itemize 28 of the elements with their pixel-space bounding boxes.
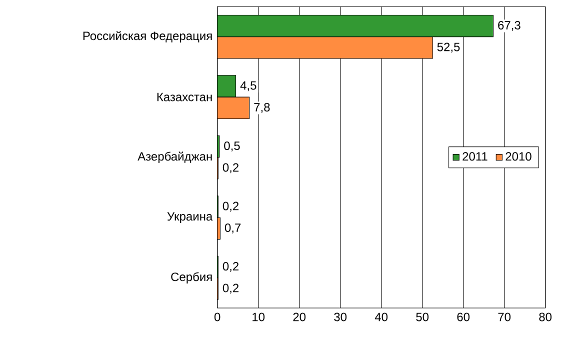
y-tick-label: Азербайджан — [138, 152, 212, 164]
data-label: 0,2 — [222, 262, 238, 272]
x-tick-label: 80 — [539, 312, 552, 322]
x-tick-label: 0 — [214, 312, 220, 322]
y-tick-label: Сербия — [171, 272, 212, 284]
legend-label: 2010 — [506, 152, 532, 161]
bar — [217, 96, 250, 120]
bar — [217, 36, 433, 59]
data-label: 4,5 — [240, 81, 256, 92]
y-tick-label: Казахстан — [157, 92, 212, 102]
legend-label: 2011 — [462, 152, 488, 161]
data-label: 7,8 — [254, 102, 270, 113]
data-label: 0,2 — [222, 284, 238, 294]
x-tick-label: 20 — [293, 312, 306, 322]
data-label: 0,7 — [224, 223, 241, 234]
data-label: 0,5 — [224, 142, 240, 152]
x-tick-label: 40 — [374, 312, 388, 322]
data-label: 0,2 — [222, 163, 238, 174]
x-tick-label: 30 — [334, 312, 347, 322]
data-label: 67,3 — [498, 20, 520, 31]
y-tick-label: Российская Федерация — [83, 31, 212, 42]
x-tick-label: 60 — [457, 312, 470, 322]
data-label: 0,2 — [222, 202, 238, 212]
x-tick-label: 70 — [498, 312, 511, 322]
x-tick-label: 10 — [252, 312, 265, 322]
data-label: 52,5 — [437, 42, 460, 53]
y-tick-label: Украина — [167, 212, 213, 223]
x-tick-label: 50 — [416, 312, 429, 322]
